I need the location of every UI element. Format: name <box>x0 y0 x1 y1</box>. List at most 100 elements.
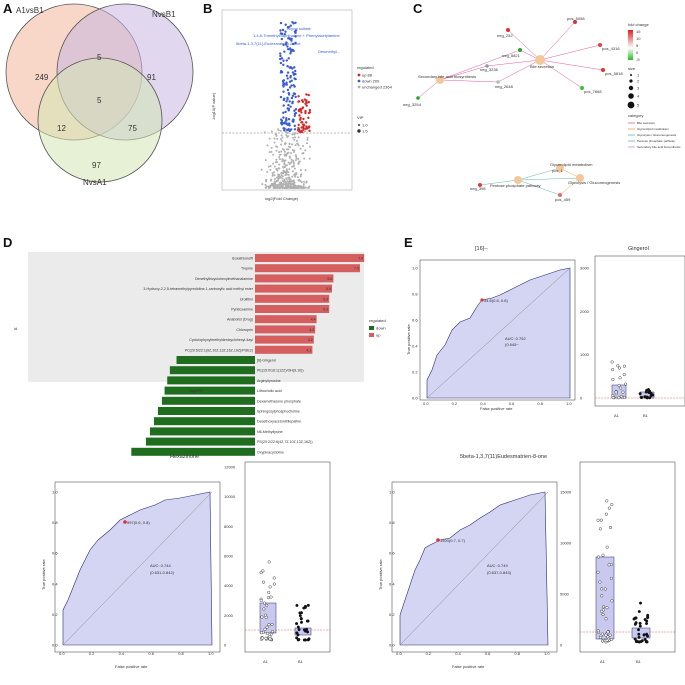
volcano-point-nonsig <box>273 137 276 140</box>
volcano-point-down <box>279 21 283 25</box>
box-dot <box>637 640 641 644</box>
roc-left-ylabel: True positive rate <box>41 558 46 590</box>
vip-entry-2: 1.5 <box>362 129 368 134</box>
box-dot <box>299 620 303 624</box>
volcano-point-down <box>288 124 291 127</box>
box-dot <box>270 622 274 626</box>
box-dot <box>643 637 647 641</box>
roc-top-ylabel: True positive rate <box>406 323 411 355</box>
roc-ytick: 0.2 <box>52 612 58 617</box>
box-ytick: 2000 <box>224 613 234 618</box>
box-dot <box>260 631 264 635</box>
volcano-point-nonsig <box>293 181 296 184</box>
venn-label-nvsb1: NvsB1 <box>152 10 176 19</box>
volcano-point-nonsig <box>302 183 305 186</box>
volcano-point-up <box>299 116 302 120</box>
box-dot <box>296 625 300 629</box>
volcano-point-nonsig <box>275 133 278 136</box>
box-dot <box>603 587 607 591</box>
node-neg-5821 <box>518 48 522 52</box>
volcano-point-nonsig <box>293 167 296 170</box>
box-dot <box>617 383 621 387</box>
roc-top-cutoff-point <box>480 298 484 302</box>
volcano-point-nonsig <box>299 147 302 150</box>
volcano-point-nonsig <box>271 172 274 175</box>
volcano-point-nonsig <box>284 142 287 145</box>
label-pos-5058: pos_5058 <box>567 16 585 21</box>
volcano-point-down <box>282 63 285 67</box>
box-dot <box>266 596 270 600</box>
label-neg-3236: neg_3236 <box>480 67 499 72</box>
volcano-point-nonsig <box>281 165 284 168</box>
volcano-point-nonsig <box>266 144 269 147</box>
bar-up-label: Tropine <box>241 267 253 271</box>
volcano-point-nonsig <box>301 186 304 189</box>
volcano-point-nonsig <box>287 161 290 164</box>
box-ytick: 4000 <box>224 583 234 588</box>
panel-letter-e: E <box>404 235 413 250</box>
volcano-point-down <box>294 21 297 24</box>
volcano-plot-area <box>221 9 353 191</box>
volcano-legend: regulated up 88 down 209 unchanged 2364 … <box>357 65 393 134</box>
roc-ytick: 0.6 <box>412 318 418 323</box>
volcano-point-nonsig <box>286 185 289 188</box>
volcano-point-nonsig <box>295 139 298 142</box>
volcano-point-nonsig <box>291 170 294 173</box>
volcano-point-nonsig <box>285 173 288 176</box>
volcano-point-nonsig <box>294 136 297 139</box>
volcano-point-nonsig <box>270 150 273 153</box>
box-dot <box>609 563 613 567</box>
box-right-group-a1: A1 <box>600 659 606 664</box>
volcano-point-nonsig <box>288 156 291 159</box>
volcano-point-nonsig <box>302 185 305 188</box>
node-neg-2648 <box>496 80 500 84</box>
legend-dot-up <box>357 73 361 77</box>
volcano-point-down <box>294 29 298 32</box>
volcano-point-down <box>293 66 296 69</box>
volcano-point-down <box>279 32 283 35</box>
bar-down-label: Lithocholic acid <box>257 389 282 393</box>
volcano-point-nonsig <box>291 179 294 182</box>
roc-axis-ticks: 0.00.00.20.20.40.40.60.60.80.81.01.00.00… <box>52 266 572 657</box>
roc-ytick: 0.8 <box>412 292 418 297</box>
volcano-point-nonsig <box>300 181 303 184</box>
box-dot <box>596 518 600 522</box>
cat-1: Bile secretion <box>637 121 655 125</box>
volcano-point-nonsig <box>291 175 294 178</box>
volcano-point-nonsig <box>274 178 277 181</box>
volcano-point-nonsig <box>290 161 293 164</box>
bar-down-label: PE(15:0/18:1(12Z)/OH(9,10)) <box>257 369 304 373</box>
volcano-point-nonsig <box>306 138 309 141</box>
box-dot <box>610 360 614 364</box>
volcano-point-nonsig <box>286 151 289 154</box>
volcano-annotation-4: Desmethyl... <box>318 49 340 54</box>
box-dot <box>610 599 614 603</box>
volcano-point-nonsig <box>280 171 283 174</box>
label-neg-252: neg_252 <box>497 33 513 38</box>
volcano-point-nonsig <box>268 186 271 189</box>
volcano-point-nonsig <box>295 155 298 158</box>
box-dot <box>266 631 270 635</box>
node-glycolysis <box>576 174 584 182</box>
roc-ytick: 0.4 <box>389 581 395 586</box>
box-dot <box>600 632 604 636</box>
roc-left-title: Hexazinone <box>170 454 199 460</box>
volcano-point-nonsig <box>276 186 279 189</box>
roc-xtick: 0.6 <box>509 401 515 406</box>
volcano-point-down <box>283 32 286 36</box>
box-ytick: 3000 <box>580 266 590 271</box>
roc-ytick: 0.0 <box>412 396 418 401</box>
box-ytick: 0 <box>224 643 227 648</box>
box-dot <box>617 396 621 400</box>
volcano-point-nonsig <box>282 180 285 183</box>
volcano-point-nonsig <box>293 132 296 135</box>
bar-up-value: 7.8 <box>358 257 363 261</box>
volcano-point-nonsig <box>285 170 288 173</box>
volcano-point-nonsig <box>296 176 299 179</box>
volcano-point-nonsig <box>281 177 284 180</box>
bar-ylabel: id <box>14 326 17 331</box>
bar-down <box>167 376 255 385</box>
roc-left-auc: AUC: 0.744 <box>150 563 171 568</box>
roc-ytick: 0.0 <box>52 643 58 648</box>
